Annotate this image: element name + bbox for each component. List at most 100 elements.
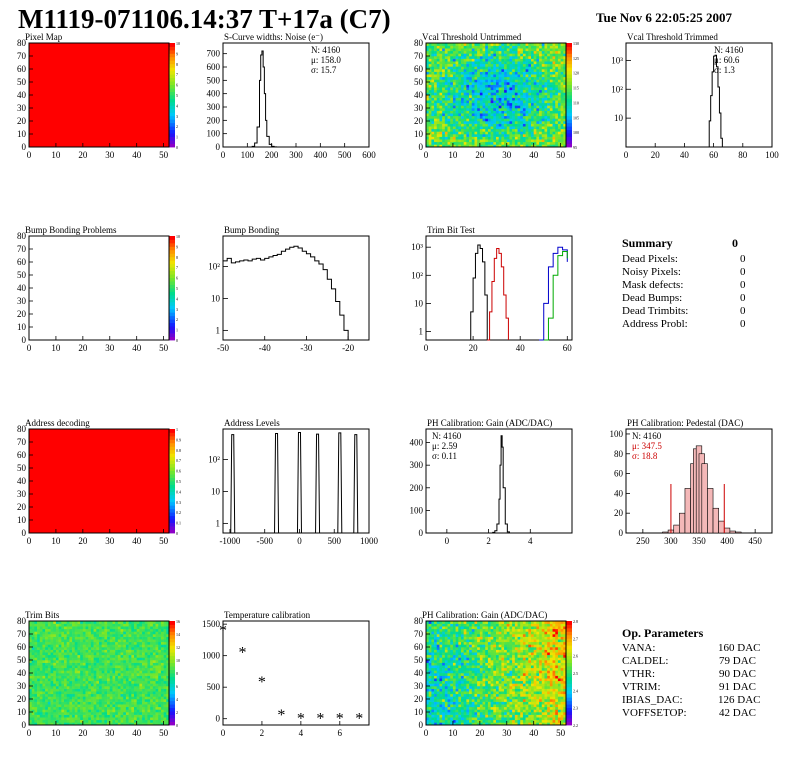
heatmap-cell	[163, 673, 167, 676]
y-tick-label: 60	[17, 642, 27, 652]
y-tick-label: 30	[17, 489, 27, 499]
heatmap-cell	[166, 634, 170, 637]
heatmap-cell	[55, 654, 59, 658]
heatmap-cell	[88, 634, 92, 637]
heatmap-cell	[493, 89, 497, 93]
heatmap-cell	[96, 717, 100, 721]
heatmap-cell	[487, 92, 491, 96]
heatmap-cell	[80, 636, 84, 640]
heatmap-cell	[85, 641, 89, 645]
heatmap-cell	[501, 50, 505, 54]
heatmap-cell	[479, 134, 483, 137]
heatmap-cell	[504, 66, 508, 70]
heatmap-cell	[487, 123, 491, 127]
heatmap-cell	[80, 667, 84, 671]
heatmap-cell	[152, 704, 156, 708]
heatmap-cell	[431, 76, 435, 80]
y-tick-label: 40	[614, 488, 624, 498]
heatmap-cell	[93, 680, 97, 684]
y-tick-label: 0	[22, 720, 27, 730]
heatmap-cell	[547, 102, 551, 106]
heatmap-cell	[101, 644, 105, 648]
heatmap-cell	[163, 644, 167, 648]
heatmap-cell	[552, 134, 556, 137]
heatmap-cell	[506, 71, 510, 75]
heatmap-cell	[544, 66, 548, 70]
heatmap-cell	[125, 678, 129, 682]
heatmap-cell	[490, 108, 494, 111]
heatmap-cell	[50, 683, 54, 687]
heatmap-cell	[428, 63, 432, 67]
heatmap-cell	[482, 134, 486, 137]
heatmap-cell	[104, 644, 108, 648]
heatmap-cell	[39, 706, 43, 710]
heatmap-cell	[428, 102, 432, 106]
heatmap-cell	[452, 121, 456, 124]
heatmap-cell	[55, 709, 59, 713]
heatmap-cell	[34, 657, 38, 661]
heatmap-cell	[72, 623, 76, 627]
heatmap-cell	[93, 717, 97, 721]
heatmap-cell	[431, 667, 435, 671]
heatmap-cell	[485, 128, 489, 132]
heatmap-cell	[61, 667, 65, 671]
heatmap-cell	[517, 110, 521, 114]
y-tick-label: 700	[207, 49, 221, 59]
color-scale-segment	[169, 641, 175, 646]
heatmap-cell	[455, 50, 459, 54]
color-scale-segment	[566, 43, 572, 47]
heatmap-cell	[509, 56, 513, 59]
heatmap-cell	[555, 89, 559, 93]
heatmap-cell	[520, 61, 524, 65]
heatmap-cell	[463, 136, 467, 140]
heatmap-cell	[150, 641, 154, 645]
heatmap-cell	[69, 699, 73, 702]
heatmap-cell	[444, 50, 448, 54]
heatmap-cell	[450, 45, 454, 49]
heatmap-cell	[428, 696, 432, 700]
heatmap-cell	[88, 719, 92, 723]
x-tick-label: 10	[51, 150, 61, 160]
heatmap-cell	[61, 631, 65, 635]
color-scale-segment	[169, 666, 175, 670]
heatmap-cell	[131, 654, 135, 658]
heatmap-cell	[452, 131, 456, 135]
heatmap-cell	[487, 48, 491, 52]
heatmap-cell	[120, 675, 124, 679]
heatmap-cell	[444, 128, 448, 132]
heatmap-cell	[152, 641, 156, 645]
heatmap-cell	[150, 631, 154, 635]
heatmap-cell	[536, 50, 540, 54]
heatmap-cell	[447, 82, 451, 85]
heatmap-cell	[123, 636, 127, 640]
heatmap-cell	[504, 134, 508, 137]
heatmap-cell	[461, 123, 464, 127]
heatmap-cell	[431, 128, 435, 132]
color-scale-segment	[169, 519, 175, 523]
heatmap-cell	[517, 115, 521, 119]
heatmap-cell	[93, 688, 97, 692]
heatmap-cell	[112, 649, 116, 653]
heatmap-cell	[442, 89, 446, 93]
heatmap-cell	[158, 722, 162, 726]
heatmap-cell	[452, 141, 456, 145]
heatmap-cell	[77, 701, 81, 705]
heatmap-cell	[528, 144, 532, 148]
heatmap-cell	[531, 74, 534, 78]
heatmap-cell	[147, 623, 151, 627]
heatmap-cell	[541, 45, 545, 49]
heatmap-cell	[455, 48, 459, 52]
heatmap-cell	[452, 134, 456, 137]
heatmap-cell	[447, 100, 451, 104]
heatmap-cell	[552, 141, 556, 145]
heatmap-cell	[522, 131, 526, 135]
heatmap-cell	[163, 623, 167, 627]
heatmap-cell	[434, 141, 438, 145]
heatmap-cell	[490, 89, 494, 93]
heatmap-cell	[469, 108, 473, 111]
heatmap-cell	[123, 667, 127, 671]
heatmap-cell	[557, 89, 561, 93]
heatmap-cell	[66, 678, 70, 682]
heatmap-cell	[522, 100, 526, 104]
heatmap-cell	[136, 631, 140, 635]
